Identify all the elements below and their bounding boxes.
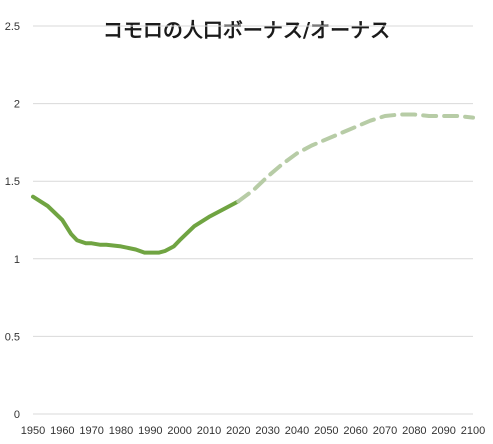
y-tick-label: 1.5 [5, 176, 20, 188]
x-tick-label: 2040 [285, 425, 309, 437]
x-tick-label: 2000 [167, 425, 191, 437]
y-tick-label: 2 [14, 99, 20, 111]
x-tick-label: 2050 [314, 425, 338, 437]
x-tick-label: 2010 [197, 425, 221, 437]
series-line-actual [31, 194, 241, 255]
x-tick-label: 1980 [109, 425, 133, 437]
x-tick-label: 1950 [21, 425, 45, 437]
x-tick-label: 1970 [79, 425, 103, 437]
y-tick-label: 2.5 [5, 21, 20, 33]
x-tick-label: 1960 [50, 425, 74, 437]
y-tick-label: 0 [14, 409, 20, 421]
x-tick-label: 2030 [255, 425, 279, 437]
chart-title: コモロの人口ボーナス/オーナス [102, 18, 391, 42]
y-tick-label: 0.5 [5, 331, 20, 343]
series-line-projected [236, 112, 475, 204]
x-tick-label: 2070 [373, 425, 397, 437]
x-tick-label: 2080 [402, 425, 426, 437]
x-tick-label: 2020 [226, 425, 250, 437]
x-tick-label: 2090 [431, 425, 455, 437]
y-tick-label: 1 [14, 254, 20, 266]
x-tick-label: 2100 [461, 425, 485, 437]
x-tick-label: 2060 [343, 425, 367, 437]
x-tick-label: 1990 [138, 425, 162, 437]
